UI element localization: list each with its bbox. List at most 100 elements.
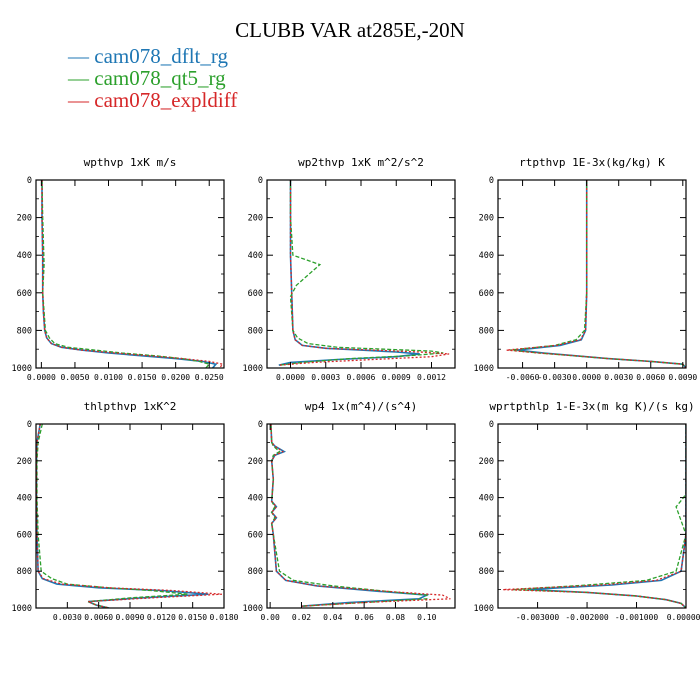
series-line-3 (41, 180, 224, 368)
x-tick-label: 0.0006 (347, 373, 376, 382)
legend-label-dflt: cam078_dflt_rg (94, 44, 229, 68)
y-tick-label: 400 (248, 251, 263, 261)
legend-entry-expldiff: — cam078_expldiff (68, 88, 237, 113)
series-line-1 (278, 180, 420, 366)
x-tick-label: 0.0030 (53, 613, 82, 622)
panel-title: wp4 1x(m^4)/(s^4) (305, 400, 418, 413)
plot-frame (35, 423, 225, 609)
y-tick-label: 200 (17, 214, 32, 224)
y-tick-label: 400 (17, 251, 32, 261)
series-line-3 (506, 180, 686, 368)
series-line-2 (36, 424, 188, 608)
y-tick-label: 600 (248, 530, 263, 540)
x-tick-label: -0.0030 (538, 373, 572, 382)
x-tick-label: 0.02 (292, 613, 311, 622)
x-tick-label: 0.0090 (668, 373, 697, 382)
x-tick-label: 0.10 (417, 613, 436, 622)
series-line-3 (502, 424, 686, 608)
y-tick-label: 0 (27, 176, 32, 186)
y-tick-label: 400 (17, 494, 32, 504)
x-tick-label: 0.06 (355, 613, 374, 622)
panel-title: wpthvp 1xK m/s (84, 156, 177, 169)
x-tick-label: 0.0000 (276, 373, 305, 382)
y-tick-label: 400 (479, 494, 494, 504)
series-line-3 (278, 180, 450, 366)
x-tick-label: 0.0090 (116, 613, 145, 622)
plot-panel-2: wp2thvp 1xK m^2/s^2 0 200 400 600 800 1000 0.00… (243, 156, 456, 382)
series-line-2 (270, 424, 428, 607)
x-tick-label: -0.0060 (506, 373, 540, 382)
y-tick-label: 1000 (243, 364, 263, 374)
series-line-1 (36, 424, 209, 608)
legend-label-expldiff: cam078_expldiff (94, 88, 238, 112)
x-tick-label: 0.0000 (572, 373, 601, 382)
series-line-2 (278, 180, 444, 366)
x-tick-label: 0.0100 (94, 373, 123, 382)
y-tick-label: 600 (479, 530, 494, 540)
legend-line-expldiff: — (68, 88, 89, 112)
y-tick-label: 0 (258, 176, 263, 186)
plot-frame (497, 179, 687, 369)
y-tick-label: 800 (17, 567, 32, 577)
series-line-2 (509, 180, 686, 368)
panel-title: wp2thvp 1xK m^2/s^2 (298, 156, 424, 169)
legend-line-qt5: — (68, 66, 89, 90)
x-tick-label: 0.08 (386, 613, 405, 622)
y-tick-label: 800 (479, 567, 494, 577)
x-tick-label: -0.002000 (565, 613, 609, 622)
x-tick-label: 0.0030 (604, 373, 633, 382)
y-tick-label: 400 (479, 251, 494, 261)
y-tick-label: 800 (17, 326, 32, 336)
x-tick-label: 0.00 (261, 613, 280, 622)
y-tick-label: 800 (479, 326, 494, 336)
y-tick-label: 600 (17, 289, 32, 299)
x-tick-label: -0.001000 (615, 613, 659, 622)
plot-panel-3: rtpthvp 1E-3x(kg/kg) K 0 200 400 600 800 1000 -… (474, 156, 698, 382)
x-tick-label: 0.0060 (636, 373, 665, 382)
series-line-3 (270, 424, 451, 607)
y-tick-label: 600 (479, 289, 494, 299)
x-tick-label: 0.0120 (147, 613, 176, 622)
y-tick-label: 600 (248, 289, 263, 299)
panel-title: rtpthvp 1E-3x(kg/kg) K (519, 156, 665, 169)
y-tick-label: 0 (489, 420, 494, 430)
y-tick-label: 1000 (243, 604, 263, 614)
y-tick-label: 1000 (12, 604, 32, 614)
figure-title: CLUBB VAR at285E,-20N (235, 18, 465, 42)
y-tick-label: 1000 (474, 364, 494, 374)
y-tick-label: 1000 (474, 604, 494, 614)
series-line-2 (41, 180, 211, 368)
y-tick-label: 600 (17, 530, 32, 540)
y-tick-label: 200 (479, 214, 494, 224)
legend-label-qt5: cam078_qt5_rg (94, 66, 226, 90)
x-tick-label: 0.0060 (84, 613, 113, 622)
y-tick-label: 200 (248, 214, 263, 224)
y-tick-label: 1000 (12, 364, 32, 374)
x-tick-label: 0.0150 (128, 373, 157, 382)
y-tick-label: 800 (248, 567, 263, 577)
y-tick-label: 200 (479, 457, 494, 467)
x-tick-label: 0.0200 (161, 373, 190, 382)
x-tick-label: 0.0009 (382, 373, 411, 382)
x-tick-label: 0.000000 (667, 613, 700, 622)
series-line-1 (270, 424, 430, 607)
plot-panel-6: wprtpthlp 1-E-3x(m kg K)/(s kg) 0 200 400 60… (474, 400, 700, 622)
y-tick-label: 0 (27, 420, 32, 430)
legend-entry-dflt: — cam078_dflt_rg (68, 44, 228, 69)
panel-title: thlpthvp 1xK^2 (84, 400, 177, 413)
x-tick-label: 0.0180 (210, 613, 239, 622)
x-tick-label: 0.04 (323, 613, 342, 622)
x-tick-label: -0.003000 (516, 613, 560, 622)
panel-title: wprtpthlp 1-E-3x(m kg K)/(s kg) (489, 400, 694, 413)
legend-line-dflt: — (68, 44, 89, 68)
y-tick-label: 200 (248, 457, 263, 467)
series-line-3 (36, 424, 222, 608)
y-tick-label: 0 (258, 420, 263, 430)
x-tick-label: 0.0000 (27, 373, 56, 382)
x-tick-label: 0.0150 (178, 613, 207, 622)
y-tick-label: 400 (248, 494, 263, 504)
